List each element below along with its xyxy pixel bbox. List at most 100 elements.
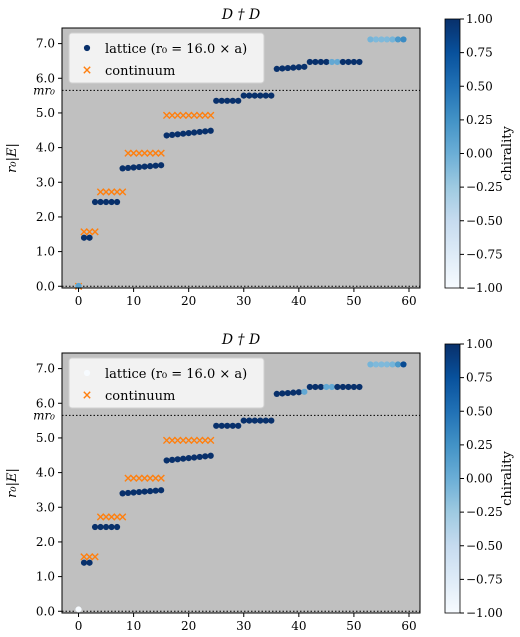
lattice-point	[229, 97, 236, 104]
top-chart-panel: 0 10 20 30 40 50 60 0.0 1.0 2.0 3.0 4.0 5.0 6.0 7.0 mr₀…	[5, 7, 515, 308]
lattice-point	[202, 453, 209, 460]
continuum-point	[140, 149, 149, 157]
hline-label: mr₀	[33, 83, 55, 97]
colorbar-tick-label: −0.25	[466, 180, 503, 194]
lattice-point	[124, 489, 132, 497]
lattice-point	[312, 383, 319, 391]
lattice-point	[262, 92, 269, 99]
continuum-point	[190, 436, 198, 445]
lattice-point	[97, 523, 104, 531]
lattice-point	[240, 417, 247, 424]
bottom-chart-panel: 0 10 20 30 40 50 60 0.0 1.0 2.0 3.0 4.0 5.0 6.0 7.0 mr₀…	[5, 332, 515, 633]
lattice-point	[350, 383, 358, 391]
lattice-point	[323, 58, 330, 66]
continuum-point	[124, 474, 132, 482]
continuum-point	[129, 474, 138, 482]
lattice-point	[196, 128, 203, 136]
continuum-point	[157, 474, 165, 482]
y-tick-label: 7.0	[36, 37, 55, 51]
colorbar-label: chirality	[500, 451, 515, 506]
continuum-point	[173, 436, 182, 445]
lattice-point	[130, 489, 137, 496]
lattice-point	[235, 97, 242, 104]
continuum-point	[179, 111, 187, 120]
lattice-point	[86, 234, 93, 241]
legend-lattice-label: lattice (r₀ = 16.0 × a)	[105, 367, 247, 382]
lattice-point	[207, 452, 214, 459]
colorbar-tick-label: −0.50	[466, 539, 503, 553]
continuum-point	[173, 111, 182, 120]
colorbar-tick-label: −1.00	[466, 281, 503, 295]
colorbar-tick-label: 1.00	[466, 337, 493, 351]
lattice-point	[141, 163, 148, 170]
colorbar-tick-label: 0.75	[466, 371, 493, 385]
lattice-point	[400, 361, 407, 368]
y-tick-label: 3.0	[36, 175, 55, 189]
colorbar-tick-label: −0.50	[466, 214, 503, 228]
x-tick-label: 20	[181, 619, 196, 633]
colorbar-tick-label: 0.25	[466, 113, 493, 127]
lattice-point	[80, 559, 88, 566]
lattice-point	[163, 457, 170, 464]
lattice-point	[191, 454, 198, 461]
lattice-point	[383, 36, 391, 43]
lattice-point	[383, 361, 391, 368]
continuum-point	[135, 474, 143, 482]
lattice-point	[97, 198, 104, 206]
lattice-point	[130, 164, 137, 171]
lattice-point	[350, 58, 358, 66]
lattice-point	[372, 361, 380, 368]
lattice-point	[80, 234, 88, 241]
continuum-point	[140, 474, 149, 482]
lattice-point	[334, 383, 341, 391]
colorbar-tick-label: 0.75	[466, 46, 493, 60]
continuum-point	[151, 474, 160, 482]
lattice-point	[301, 63, 308, 70]
continuum-point	[91, 228, 99, 236]
lattice-point	[108, 523, 115, 531]
legend-continuum-marker	[83, 391, 91, 399]
lattice-point	[213, 97, 220, 104]
lattice-point	[119, 165, 126, 172]
lattice-point	[113, 523, 121, 531]
lattice-point	[339, 383, 346, 391]
x-tick-label: 10	[126, 294, 141, 308]
colorbar-tick-label: 0.00	[466, 147, 493, 161]
lattice-point	[240, 92, 247, 99]
lattice-point	[279, 65, 286, 72]
lattice-point	[174, 456, 181, 463]
lattice-point	[389, 361, 396, 368]
y-tick-label: 4.0	[36, 466, 55, 480]
lattice-point	[251, 92, 258, 99]
lattice-point	[202, 128, 209, 135]
lattice-point	[218, 97, 225, 104]
lattice-point	[372, 36, 380, 43]
y-tick-label: 4.0	[36, 141, 55, 155]
hline-label: mr₀	[33, 408, 55, 422]
lattice-point	[378, 361, 385, 368]
colorbar-tick-label: −0.25	[466, 505, 503, 519]
lattice-point	[207, 127, 214, 134]
continuum-point	[179, 436, 187, 445]
legend-lattice-marker	[83, 44, 91, 52]
lattice-point	[328, 58, 335, 66]
colorbar-tick-label: 0.50	[466, 79, 493, 93]
lattice-point	[147, 163, 154, 170]
continuum-point	[195, 436, 204, 445]
continuum-point	[162, 111, 171, 120]
lattice-point	[124, 164, 132, 172]
lattice-point	[169, 131, 176, 138]
lattice-point	[108, 198, 115, 206]
lattice-point	[356, 58, 363, 66]
lattice-point	[345, 58, 352, 66]
legend-continuum-label: continuum	[105, 64, 175, 79]
lattice-point	[196, 453, 203, 461]
y-axis-label: r₀|E|	[5, 143, 20, 173]
continuum-point	[107, 513, 116, 521]
lattice-point	[152, 162, 159, 169]
continuum-point	[162, 436, 171, 445]
colorbar	[444, 343, 461, 614]
lattice-point	[389, 36, 396, 43]
lattice-point	[306, 383, 313, 391]
lattice-point	[180, 455, 187, 462]
